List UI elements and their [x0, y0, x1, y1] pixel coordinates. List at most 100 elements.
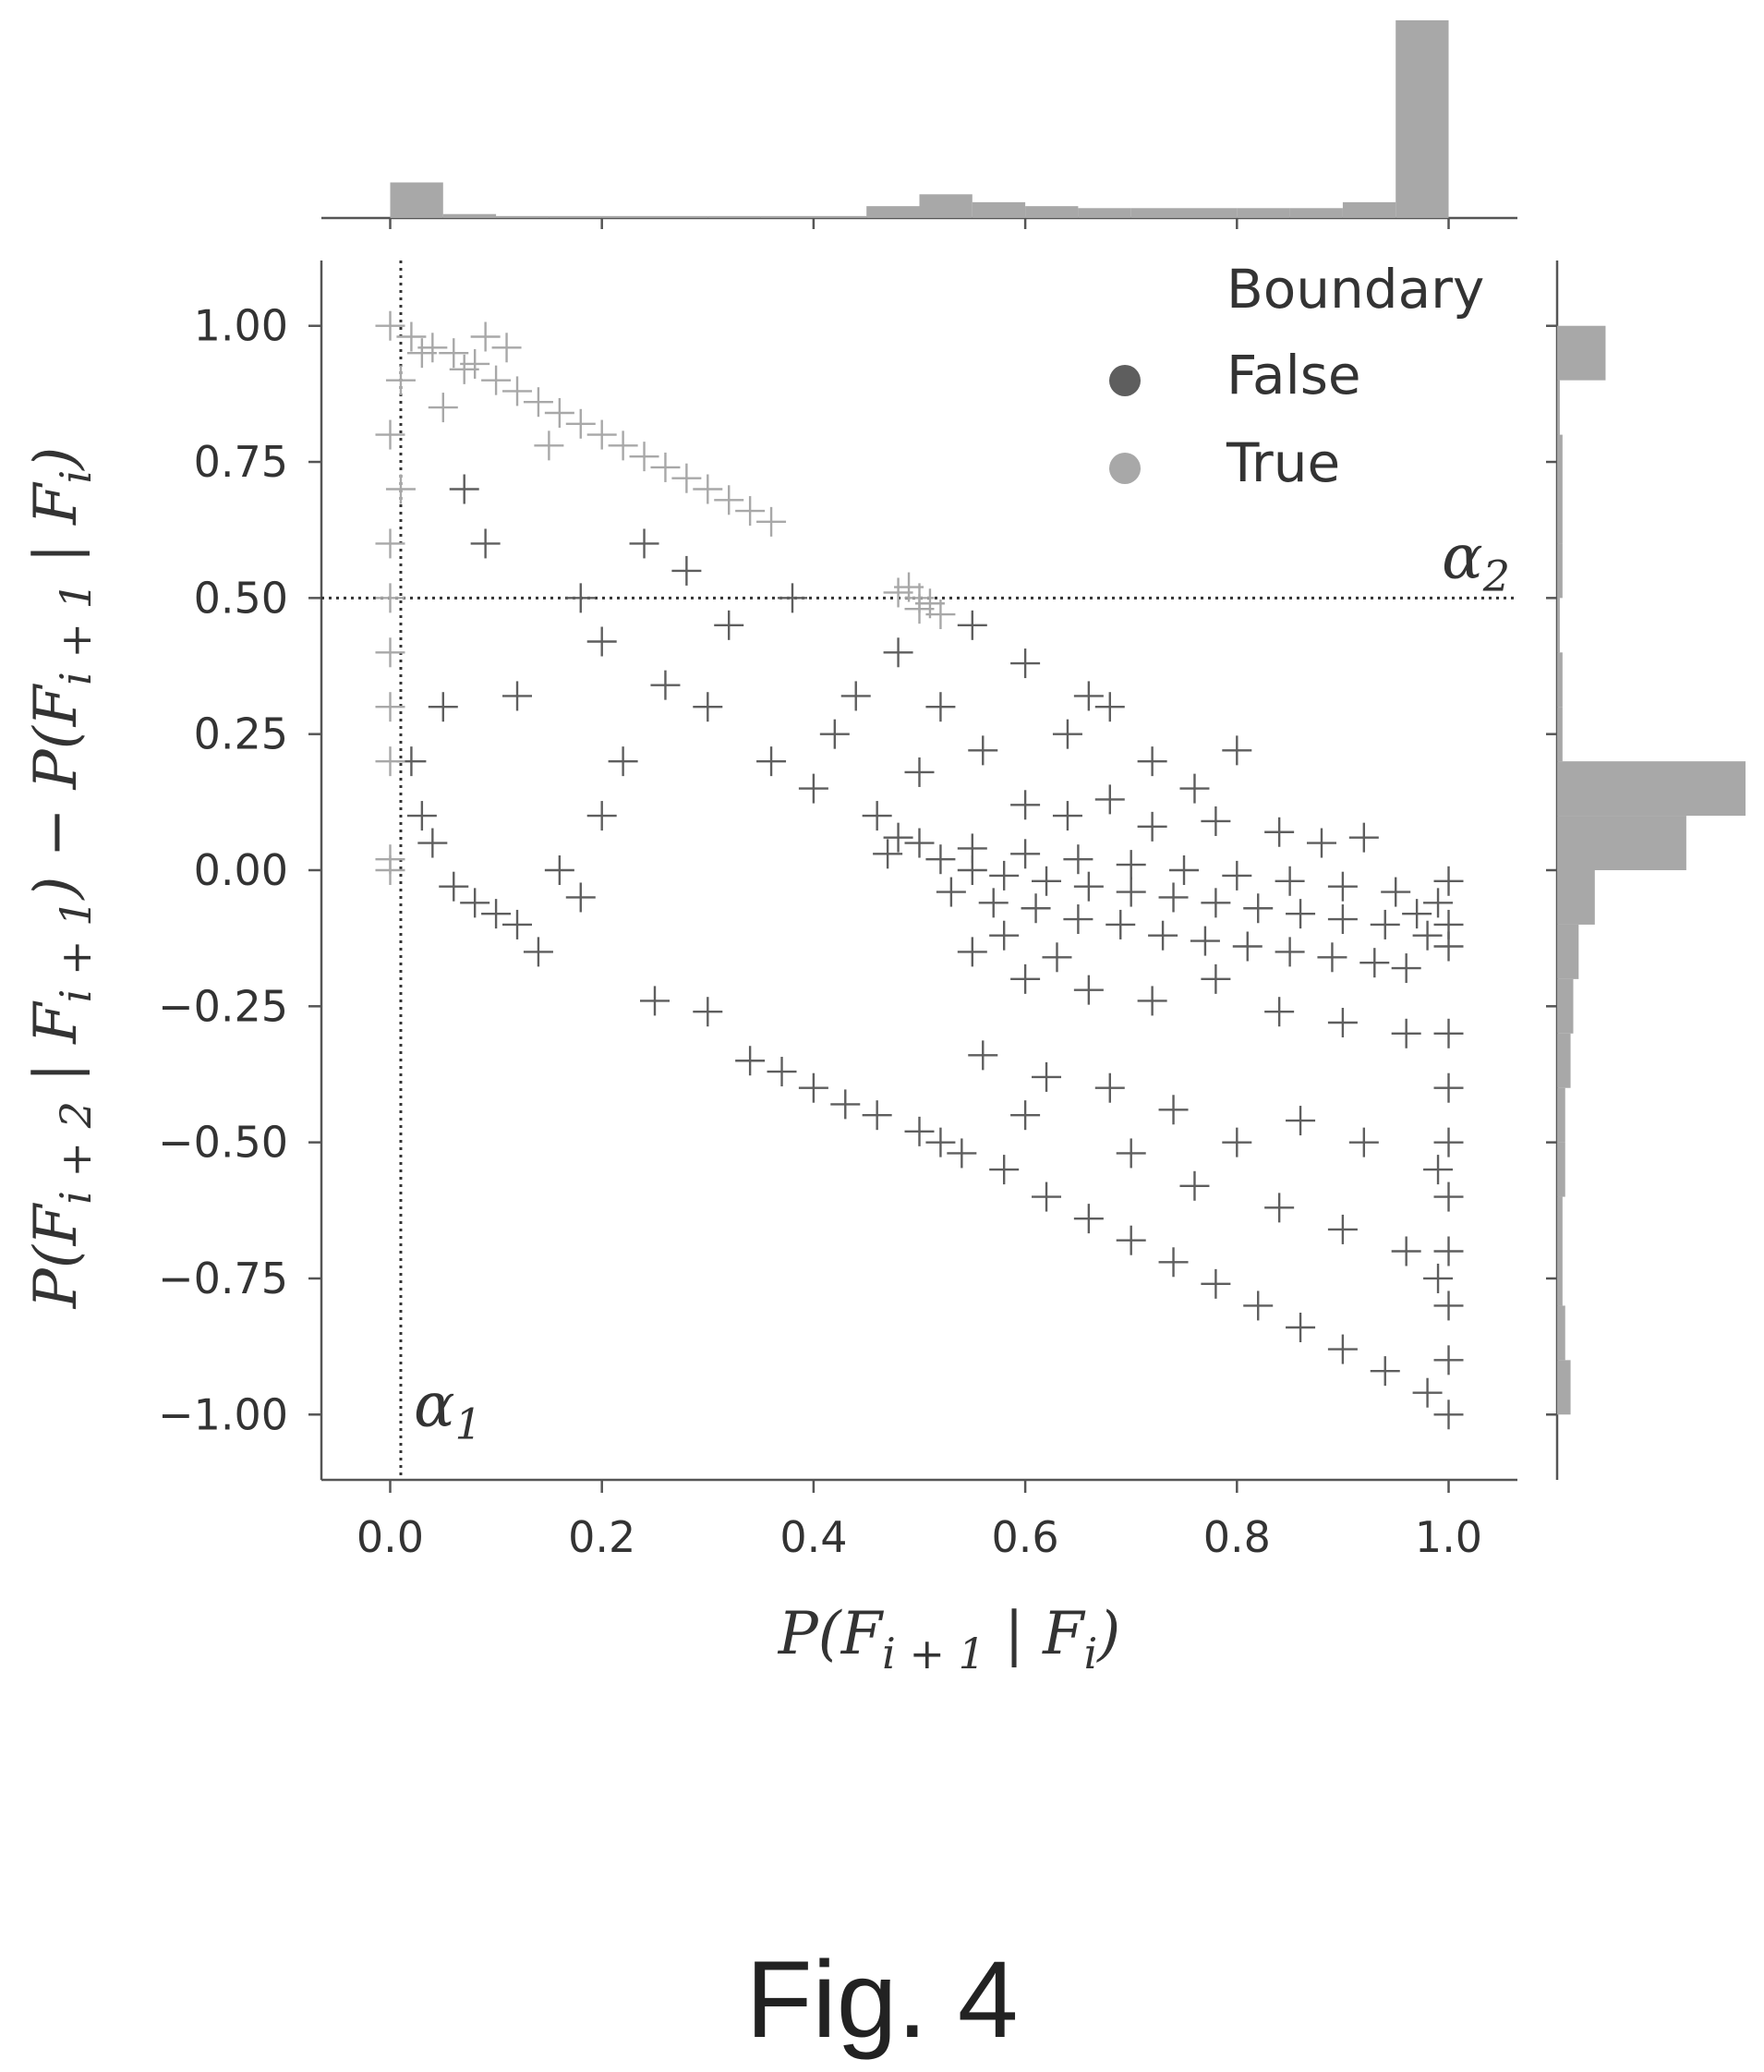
point-true: [375, 746, 405, 777]
point-true: [650, 452, 681, 482]
point-true: [523, 387, 553, 418]
point-false: [1063, 904, 1093, 935]
top-marginal-bar: [496, 215, 550, 218]
right-marginal-bar: [1557, 707, 1563, 762]
point-false: [671, 555, 702, 586]
point-false: [840, 681, 871, 711]
point-false: [1423, 1263, 1454, 1293]
point-false: [1433, 1018, 1464, 1048]
right-marginal-bar: [1557, 598, 1560, 653]
point-true: [375, 583, 405, 613]
point-false: [1275, 866, 1305, 896]
point-false: [862, 801, 892, 831]
point-false: [947, 1138, 977, 1169]
legend-false-marker: [1109, 365, 1141, 396]
top-marginal-bar: [1025, 206, 1079, 218]
y-tick-label: 0.00: [194, 845, 288, 895]
point-true: [375, 855, 405, 885]
point-false: [1243, 893, 1274, 924]
right-marginal-bar: [1557, 652, 1563, 708]
x-ticks: 0.0 0.2 0.4 0.6 0.8 1.0: [356, 1480, 1482, 1562]
point-true: [544, 398, 574, 428]
point-true: [375, 419, 405, 450]
point-false: [1433, 931, 1464, 962]
point-false: [1222, 1127, 1252, 1157]
point-false: [756, 746, 787, 777]
legend-true-label: True: [1226, 431, 1340, 494]
point-false: [989, 860, 1020, 891]
top-marginal-bar: [1078, 208, 1131, 218]
x-axis-label: P(Fi + 1 | Fi): [778, 1600, 1121, 1678]
point-false: [1243, 1290, 1274, 1321]
point-false: [1063, 844, 1093, 875]
point-false: [978, 888, 1009, 918]
point-false: [1433, 866, 1464, 896]
point-false: [1094, 1072, 1125, 1103]
point-false: [798, 773, 828, 804]
point-false: [1381, 877, 1411, 907]
point-false: [1116, 877, 1146, 907]
point-true: [925, 600, 956, 630]
point-true: [385, 365, 416, 395]
y-tick-label: 0.50: [194, 573, 288, 623]
right-marginal-bar: [1557, 761, 1746, 817]
top-marginal-bar: [972, 201, 1026, 218]
point-false: [1348, 1127, 1379, 1157]
point-false: [819, 719, 850, 749]
point-false: [1010, 963, 1041, 994]
point-false: [957, 937, 987, 967]
point-false: [1327, 1334, 1358, 1364]
point-false: [1433, 1345, 1464, 1375]
point-false: [1317, 942, 1347, 973]
point-false: [1052, 801, 1082, 831]
point-false: [936, 877, 966, 907]
point-false: [1370, 909, 1400, 939]
point-false: [1222, 735, 1252, 766]
point-true: [375, 692, 405, 722]
point-false: [693, 997, 723, 1027]
right-marginal-bar: [1557, 543, 1563, 599]
point-true: [756, 506, 787, 537]
point-false: [449, 474, 479, 504]
point-false: [735, 1046, 766, 1076]
point-false: [1042, 942, 1072, 973]
point-true: [491, 333, 522, 363]
point-false: [1370, 1356, 1400, 1387]
point-false: [1021, 893, 1051, 924]
top-marginal-bar: [1130, 208, 1185, 218]
point-false: [989, 920, 1020, 951]
legend-title: Boundary: [1226, 258, 1484, 321]
right-marginal-bar: [1557, 434, 1563, 490]
point-true: [470, 321, 501, 352]
point-false: [1010, 839, 1041, 869]
point-false: [1201, 1268, 1231, 1299]
point-false: [1073, 975, 1104, 1005]
point-false: [1094, 784, 1125, 815]
point-false: [968, 1040, 998, 1071]
x-tick-label: 0.4: [779, 1512, 847, 1562]
point-false: [904, 757, 935, 787]
y-tick-label: −0.75: [158, 1254, 288, 1303]
point-true: [449, 354, 479, 384]
point-false: [544, 855, 574, 885]
point-false: [1286, 1313, 1316, 1342]
point-false: [1433, 1072, 1464, 1103]
point-false: [1179, 773, 1210, 804]
point-false: [406, 801, 437, 831]
point-false: [1264, 997, 1295, 1027]
right-marginal-bar: [1557, 1196, 1563, 1252]
point-false: [629, 528, 659, 559]
right-marginal-bar: [1557, 816, 1686, 870]
top-marginal-bar: [1342, 201, 1396, 218]
point-false: [1433, 1181, 1464, 1212]
alpha2-label: α2: [1442, 521, 1510, 600]
point-false: [502, 909, 533, 939]
right-marginal-bar: [1557, 1142, 1565, 1197]
point-false: [639, 986, 670, 1016]
right-marginal-bar: [1557, 380, 1560, 435]
point-false: [1402, 899, 1432, 929]
point-false: [1391, 953, 1421, 984]
point-true: [586, 419, 617, 450]
x-tick-label: 1.0: [1415, 1512, 1482, 1562]
